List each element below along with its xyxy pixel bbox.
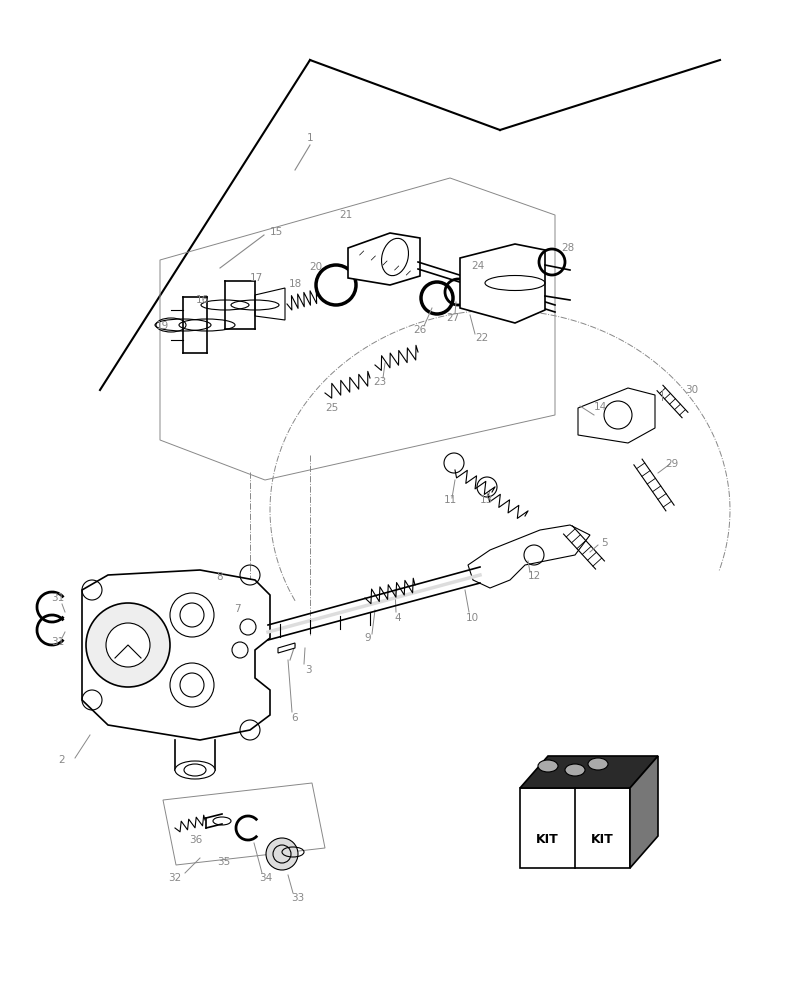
Polygon shape (277, 643, 294, 653)
Polygon shape (467, 525, 590, 588)
Text: 6: 6 (291, 713, 298, 723)
Polygon shape (348, 233, 419, 285)
Ellipse shape (538, 760, 557, 772)
Polygon shape (519, 788, 629, 868)
Text: 18: 18 (288, 279, 301, 289)
Text: 34: 34 (259, 873, 272, 883)
Text: 8: 8 (217, 572, 223, 582)
Polygon shape (519, 756, 657, 788)
Text: 22: 22 (474, 333, 488, 343)
Circle shape (106, 623, 150, 667)
Text: 25: 25 (325, 403, 338, 413)
Text: 16: 16 (195, 295, 208, 305)
Text: 12: 12 (526, 571, 540, 581)
Text: 7: 7 (234, 604, 240, 614)
Polygon shape (460, 244, 544, 323)
Text: 21: 21 (339, 210, 352, 220)
Circle shape (169, 663, 214, 707)
Text: 11: 11 (443, 495, 456, 505)
Polygon shape (629, 756, 657, 868)
Text: 32: 32 (168, 873, 182, 883)
Ellipse shape (587, 758, 607, 770)
Text: 19: 19 (155, 321, 169, 331)
Text: 23: 23 (373, 377, 386, 387)
Text: 3: 3 (304, 665, 311, 675)
Text: 27: 27 (446, 313, 459, 323)
Polygon shape (577, 388, 654, 443)
Text: 20: 20 (309, 262, 322, 272)
Text: 1: 1 (307, 133, 313, 143)
Text: 26: 26 (413, 325, 426, 335)
Text: 13: 13 (478, 495, 492, 505)
Circle shape (86, 603, 169, 687)
Text: 17: 17 (249, 273, 262, 283)
Text: 36: 36 (189, 835, 203, 845)
Text: 28: 28 (560, 243, 574, 253)
Circle shape (169, 593, 214, 637)
Text: 30: 30 (684, 385, 697, 395)
Text: 5: 5 (601, 538, 607, 548)
Text: 35: 35 (217, 857, 230, 867)
Text: 29: 29 (664, 459, 678, 469)
Circle shape (240, 619, 255, 635)
Polygon shape (82, 570, 270, 740)
Circle shape (266, 838, 298, 870)
Text: 37: 37 (641, 837, 654, 847)
Text: 33: 33 (291, 893, 304, 903)
Text: KIT: KIT (535, 833, 558, 846)
Text: 10: 10 (465, 613, 478, 623)
Text: 24: 24 (471, 261, 484, 271)
Ellipse shape (564, 764, 584, 776)
Text: 31: 31 (51, 637, 65, 647)
Text: 9: 9 (364, 633, 371, 643)
Ellipse shape (175, 761, 215, 779)
Text: 15: 15 (269, 227, 282, 237)
Text: KIT: KIT (590, 833, 613, 846)
Text: 31: 31 (51, 593, 65, 603)
Text: 2: 2 (58, 755, 65, 765)
Text: 4: 4 (394, 613, 401, 623)
Text: 14: 14 (593, 402, 606, 412)
